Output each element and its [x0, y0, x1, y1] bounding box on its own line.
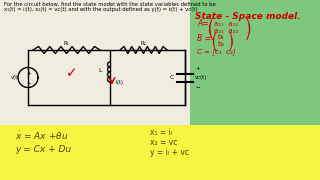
Text: ⎛: ⎛ — [211, 32, 217, 45]
Text: ⎛: ⎛ — [208, 17, 214, 33]
Text: iₗ(t): iₗ(t) — [116, 80, 124, 85]
Text: y = Cx + Du: y = Cx + Du — [15, 145, 71, 154]
Text: b₁: b₁ — [217, 34, 224, 40]
Text: ✓: ✓ — [66, 66, 78, 80]
Text: R₂: R₂ — [140, 41, 147, 46]
Text: ⎠: ⎠ — [245, 25, 251, 40]
Text: +: + — [27, 71, 31, 76]
Text: vᴄ(t): vᴄ(t) — [195, 75, 207, 80]
Text: State - Space model.: State - Space model. — [195, 12, 300, 21]
Text: a₁₁  a₁₂: a₁₁ a₁₂ — [214, 21, 238, 27]
Text: x₁ = iₗ: x₁ = iₗ — [150, 128, 172, 137]
Text: ⎝: ⎝ — [211, 39, 217, 52]
Text: C: C — [170, 75, 174, 80]
Text: x₂ = vᴄ: x₂ = vᴄ — [150, 138, 177, 147]
Text: A=: A= — [197, 19, 209, 28]
Text: For the circuit below, find the state model with the state variables defined to : For the circuit below, find the state mo… — [4, 2, 216, 7]
Text: −: − — [27, 80, 31, 85]
Text: $\dot{x}$ = Ax +θu: $\dot{x}$ = Ax +θu — [15, 130, 68, 142]
Text: −: − — [195, 84, 200, 89]
Text: x₁(t) = iₗ(t), x₂(t) = vᴄ(t) and with the output defined as y(t) = iₗ(t) + vᴄ(t): x₁(t) = iₗ(t), x₂(t) = vᴄ(t) and with th… — [4, 7, 197, 12]
Text: C = [c₁  c₂]: C = [c₁ c₂] — [197, 48, 236, 55]
Text: ⎝: ⎝ — [208, 25, 214, 40]
Text: a₂₁  a₂₂: a₂₁ a₂₂ — [214, 28, 238, 34]
Text: L: L — [98, 68, 102, 73]
Text: R₁: R₁ — [64, 41, 69, 46]
Text: B =: B = — [197, 34, 211, 43]
Text: ⎞: ⎞ — [227, 32, 233, 45]
Text: ⎠: ⎠ — [227, 39, 233, 52]
Text: +: + — [195, 66, 200, 71]
Text: v(t): v(t) — [11, 75, 21, 80]
Bar — [190, 0, 320, 125]
Text: b₂: b₂ — [217, 41, 224, 47]
Text: ⎞: ⎞ — [245, 17, 251, 33]
Bar — [0, 125, 320, 180]
Text: y = iₗ + vᴄ: y = iₗ + vᴄ — [150, 148, 189, 157]
